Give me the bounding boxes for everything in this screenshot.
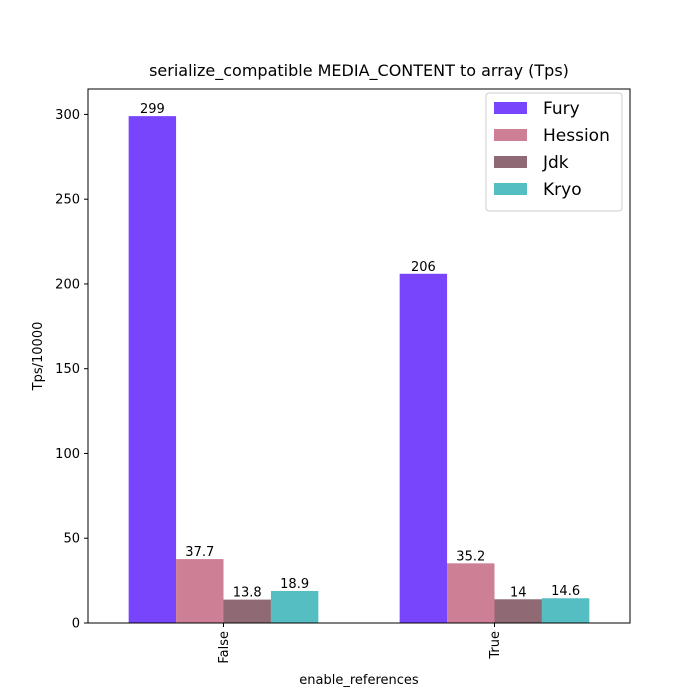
x-axis-label: enable_references xyxy=(299,673,419,688)
bar-jdk-true xyxy=(494,599,542,623)
y-tick-label: 150 xyxy=(55,362,80,377)
y-axis-label: Tps/10000 xyxy=(31,322,46,392)
chart-title: serialize_compatible MEDIA_CONTENT to ar… xyxy=(149,61,569,81)
x-tick-label: True xyxy=(488,631,503,660)
bar-kryo-false xyxy=(270,590,319,623)
legend-label-kryo: Kryo xyxy=(543,180,582,200)
legend-label-hession: Hession xyxy=(543,126,610,146)
legend-label-fury: Fury xyxy=(543,99,580,119)
y-tick-label: 0 xyxy=(72,617,80,632)
legend-frame xyxy=(485,92,623,212)
legend-swatch-jdk xyxy=(494,156,527,168)
legend-swatch-fury xyxy=(494,102,527,114)
data-label-hession-true: 35.2 xyxy=(456,549,485,564)
y-tick-label: 50 xyxy=(63,532,80,547)
legend-label-jdk: Jdk xyxy=(542,153,569,173)
data-label-hession-false: 37.7 xyxy=(185,545,214,560)
data-label-fury-true: 206 xyxy=(411,260,436,275)
legend-swatch-hession xyxy=(494,129,527,141)
y-tick-label: 250 xyxy=(55,193,80,208)
x-tick-label: False xyxy=(217,631,232,664)
bar-kryo-true xyxy=(541,598,590,623)
legend: Fury Hession Jdk Kryo xyxy=(485,92,623,212)
y-tick-label: 100 xyxy=(55,447,80,462)
plot-area: 299 206 37.7 35.2 13.8 14 18.9 14.6 0 50 100 150 200… xyxy=(55,102,590,664)
y-tick-label: 200 xyxy=(55,277,80,292)
bar-fury-false xyxy=(128,116,177,623)
data-label-kryo-true: 14.6 xyxy=(551,584,580,599)
legend-swatch-kryo xyxy=(494,183,527,195)
data-label-kryo-false: 18.9 xyxy=(280,577,309,592)
bar-hession-true xyxy=(447,563,495,623)
plot-frame xyxy=(87,88,631,624)
data-label-jdk-false: 13.8 xyxy=(233,586,262,601)
data-label-jdk-true: 14 xyxy=(510,585,527,600)
y-tick-label: 300 xyxy=(55,108,80,123)
bar-fury-true xyxy=(399,273,448,623)
data-label-fury-false: 299 xyxy=(140,102,165,117)
bar-hession-false xyxy=(176,559,224,623)
bar-jdk-false xyxy=(223,599,271,623)
